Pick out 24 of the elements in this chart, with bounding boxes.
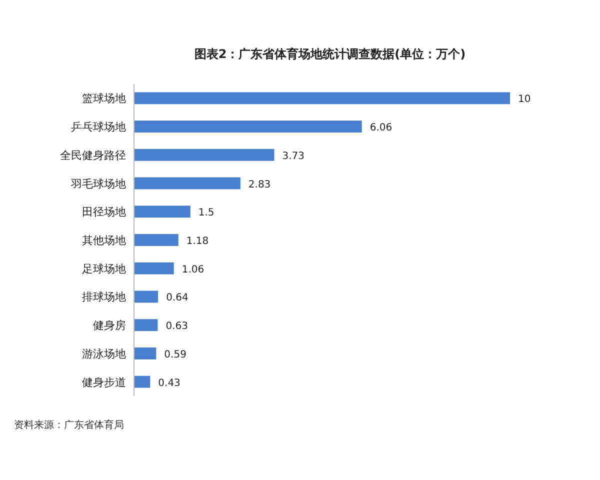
data-label: 2.83: [248, 179, 271, 190]
category-label: 其他场地: [82, 234, 126, 247]
category-label: 全民健身路径: [60, 148, 126, 162]
data-label: 1.18: [186, 236, 209, 247]
data-label: 10: [518, 94, 531, 106]
data-label: 0.64: [166, 292, 188, 304]
category-label: 健身房: [93, 319, 126, 332]
data-label: 0.59: [164, 349, 186, 360]
data-label: 1.06: [182, 264, 204, 276]
data-label: 1.5: [198, 208, 214, 219]
category-label: 田径场地: [82, 206, 126, 219]
data-label: 6.06: [370, 122, 392, 134]
category-label: 足球场地: [82, 262, 126, 276]
category-label: 健身步道: [82, 376, 126, 389]
category-label: 乒乓球场地: [71, 120, 126, 134]
category-label: 游泳场地: [82, 347, 126, 360]
category-label: 羽毛球场地: [71, 177, 126, 190]
data-label: 0.63: [166, 321, 188, 332]
category-label: 排球场地: [82, 290, 126, 304]
title: 图表2：广东省体育场地统计调查数据(单位：万个): [194, 47, 466, 61]
data-label: 3.73: [282, 150, 305, 162]
data-label: 0.43: [158, 378, 180, 389]
annotation: 资料来源：广东省体育局: [14, 420, 124, 431]
category-label: 篮球场地: [82, 92, 126, 106]
